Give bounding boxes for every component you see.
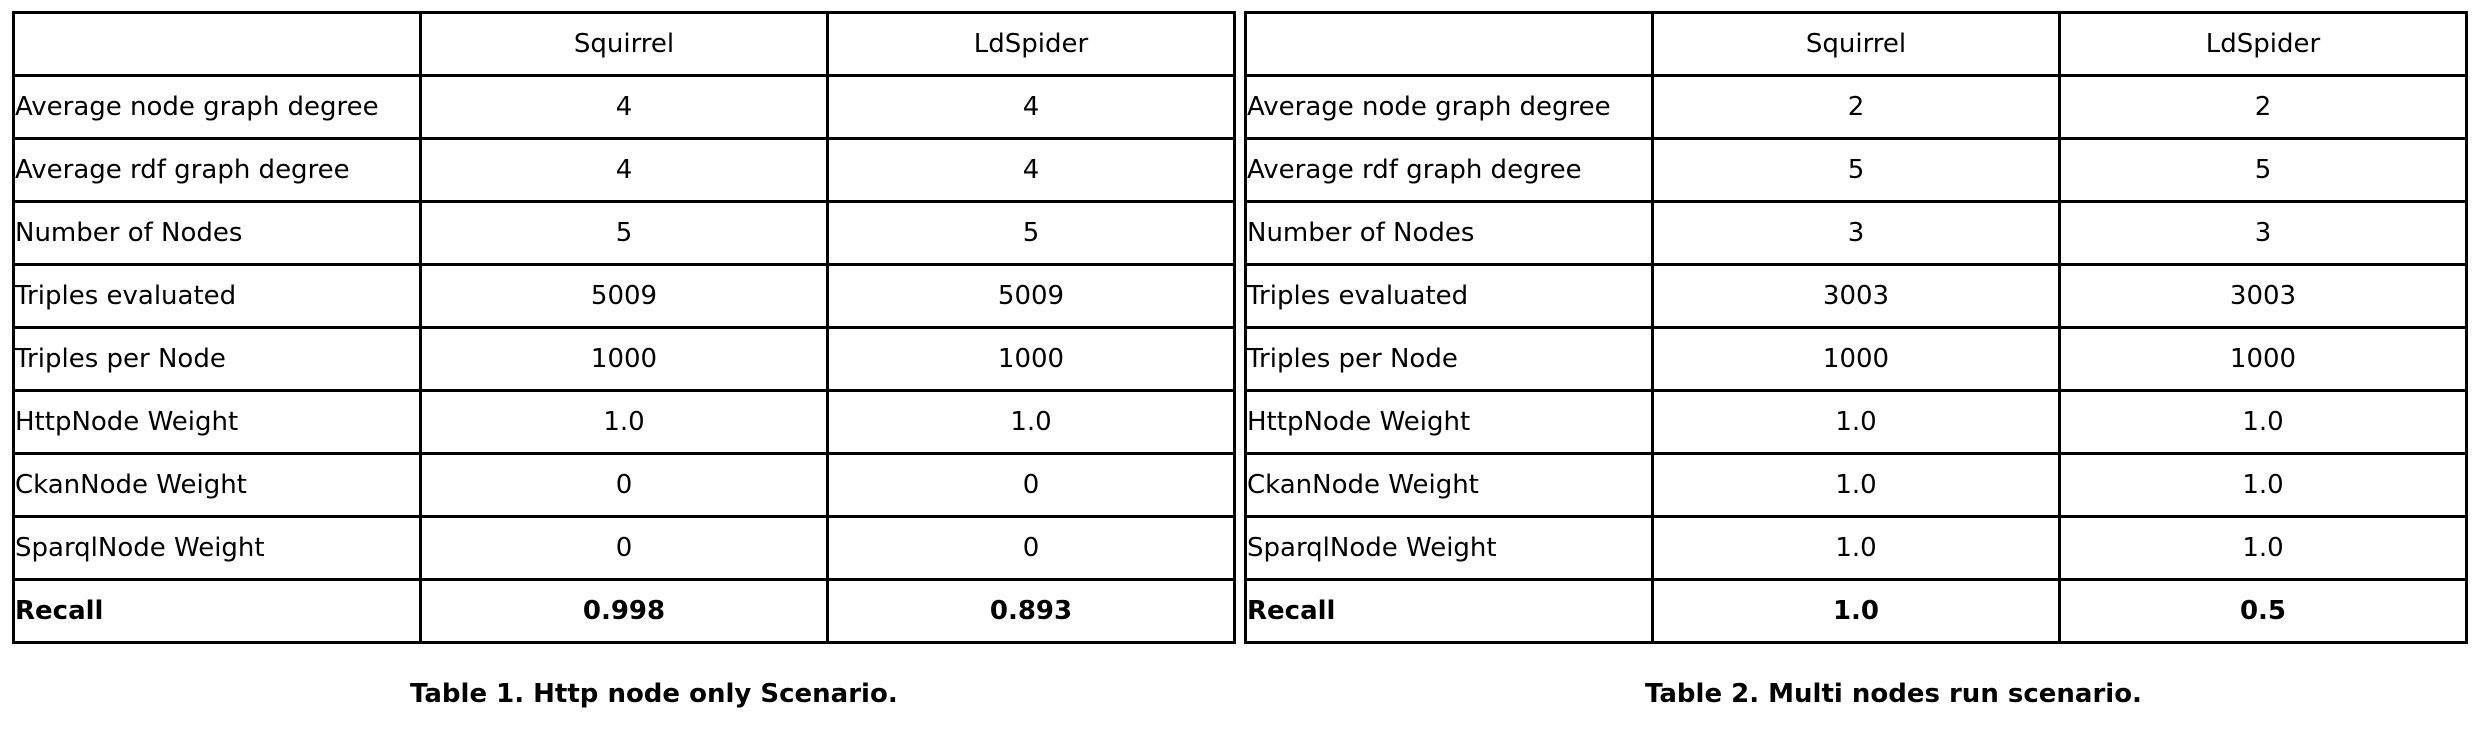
table-cell: 5 (1651, 137, 2061, 203)
table-row: Average node graph degree 4 4 (12, 74, 1236, 140)
table-cell: 1.0 (1651, 452, 2061, 518)
table-1-caption: Table 1. Http node only Scenario. (410, 679, 898, 709)
table-cell: 1000 (1651, 326, 2061, 392)
table-cell: 1.0 (419, 389, 829, 455)
table-cell: 2 (2058, 74, 2468, 140)
table-header-row: Squirrel LdSpider (12, 11, 1236, 77)
row-label: CkanNode Weight (1244, 452, 1654, 518)
table-cell: 4 (419, 137, 829, 203)
table-row: Average node graph degree 2 2 (1244, 74, 2468, 140)
row-label: HttpNode Weight (1244, 389, 1654, 455)
row-label: Triples per Node (1244, 326, 1654, 392)
table-row: Recall 0.998 0.893 (12, 578, 1236, 644)
table-cell: 1000 (826, 326, 1236, 392)
table-cell: 5 (419, 200, 829, 266)
table-cell: 4 (826, 137, 1236, 203)
row-label: SparqlNode Weight (12, 515, 422, 581)
table-1: Squirrel LdSpider Average node graph degre… (12, 11, 1236, 644)
column-header: Squirrel (419, 11, 829, 77)
row-label: Number of Nodes (12, 200, 422, 266)
table-cell: 1.0 (1651, 389, 2061, 455)
table-cell: 5 (2058, 137, 2468, 203)
table-cell: 3003 (1651, 263, 2061, 329)
table-cell: 1.0 (2058, 515, 2468, 581)
table-cell: 1000 (2058, 326, 2468, 392)
table-cell: 3 (2058, 200, 2468, 266)
table-cell: 1.0 (2058, 389, 2468, 455)
table-row: Triples evaluated 5009 5009 (12, 263, 1236, 329)
row-label: SparqlNode Weight (1244, 515, 1654, 581)
table-row: HttpNode Weight 1.0 1.0 (12, 389, 1236, 455)
table-cell: 0.5 (2058, 578, 2468, 644)
table-cell: 1.0 (2058, 452, 2468, 518)
table-cell: 3 (1651, 200, 2061, 266)
table-cell: 1.0 (826, 389, 1236, 455)
row-label: Average rdf graph degree (12, 137, 422, 203)
row-label: Average node graph degree (1244, 74, 1654, 140)
table-cell: 1.0 (1651, 515, 2061, 581)
table-cell: 5009 (419, 263, 829, 329)
table-cell: 5009 (826, 263, 1236, 329)
table-2-caption: Table 2. Multi nodes run scenario. (1645, 679, 2142, 709)
table-cell: 0 (826, 452, 1236, 518)
table-cell: 0 (826, 515, 1236, 581)
table-row: Recall 1.0 0.5 (1244, 578, 2468, 644)
column-header: LdSpider (2058, 11, 2468, 77)
row-label: Triples per Node (12, 326, 422, 392)
table-cell: 0 (419, 452, 829, 518)
table-row: Average rdf graph degree 4 4 (12, 137, 1236, 203)
row-label: Number of Nodes (1244, 200, 1654, 266)
table-2: Squirrel LdSpider Average node graph degre… (1244, 11, 2468, 644)
table-row: Triples per Node 1000 1000 (12, 326, 1236, 392)
table-row: Average rdf graph degree 5 5 (1244, 137, 2468, 203)
row-label: Average rdf graph degree (1244, 137, 1654, 203)
table-cell: 0 (419, 515, 829, 581)
table-cell: 2 (1651, 74, 2061, 140)
table-header-row: Squirrel LdSpider (1244, 11, 2468, 77)
row-label: Triples evaluated (12, 263, 422, 329)
table-row: SparqlNode Weight 0 0 (12, 515, 1236, 581)
table-row: CkanNode Weight 1.0 1.0 (1244, 452, 2468, 518)
table-cell: 0.893 (826, 578, 1236, 644)
table-cell: 4 (419, 74, 829, 140)
table-row: CkanNode Weight 0 0 (12, 452, 1236, 518)
header-empty-cell (1244, 11, 1654, 77)
table-row: Triples per Node 1000 1000 (1244, 326, 2468, 392)
row-label: HttpNode Weight (12, 389, 422, 455)
row-label: Recall (1244, 578, 1654, 644)
row-label: Recall (12, 578, 422, 644)
row-label: CkanNode Weight (12, 452, 422, 518)
row-label: Triples evaluated (1244, 263, 1654, 329)
table-cell: 1000 (419, 326, 829, 392)
table-row: SparqlNode Weight 1.0 1.0 (1244, 515, 2468, 581)
table-row: Number of Nodes 5 5 (12, 200, 1236, 266)
table-cell: 1.0 (1651, 578, 2061, 644)
row-label: Average node graph degree (12, 74, 422, 140)
table-cell: 5 (826, 200, 1236, 266)
table-row: Number of Nodes 3 3 (1244, 200, 2468, 266)
table-row: HttpNode Weight 1.0 1.0 (1244, 389, 2468, 455)
table-cell: 3003 (2058, 263, 2468, 329)
table-cell: 0.998 (419, 578, 829, 644)
header-empty-cell (12, 11, 422, 77)
column-header: LdSpider (826, 11, 1236, 77)
table-cell: 4 (826, 74, 1236, 140)
table-row: Triples evaluated 3003 3003 (1244, 263, 2468, 329)
column-header: Squirrel (1651, 11, 2061, 77)
